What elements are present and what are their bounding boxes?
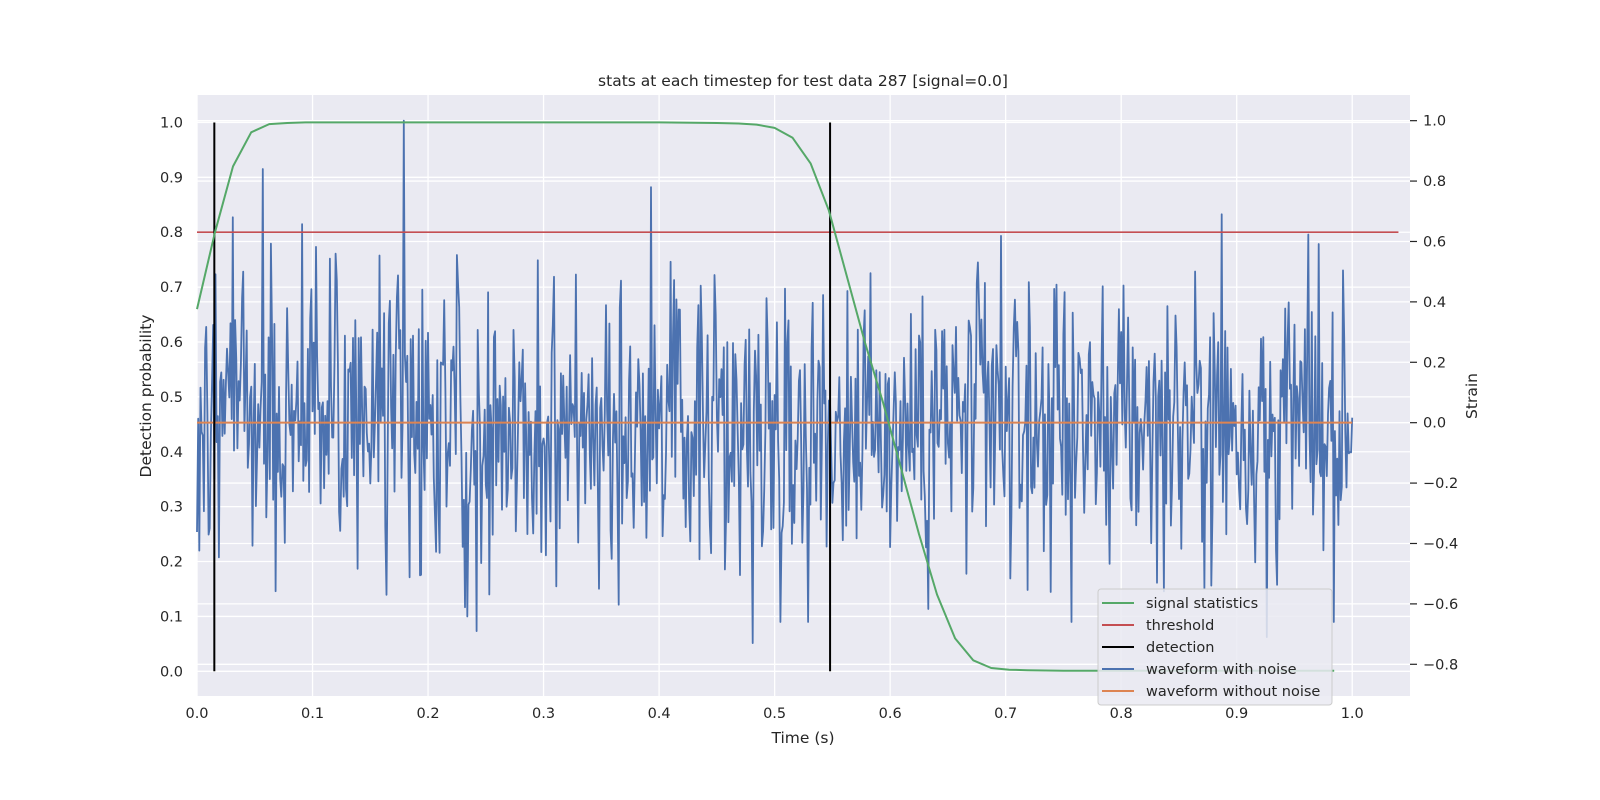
right-y-tick-label: 0.6 [1423, 234, 1446, 250]
right-y-tick-label: −0.4 [1423, 536, 1458, 552]
left-y-tick-label: 0.9 [160, 170, 183, 186]
right-y-axis-label: Strain [1463, 373, 1481, 419]
x-tick-label: 0.6 [879, 706, 902, 722]
right-y-tick-label: 0.4 [1423, 295, 1446, 311]
right-y-tick-label: −0.6 [1423, 597, 1458, 613]
left-y-tick-label: 0.8 [160, 225, 183, 241]
legend-label-detection: detection [1146, 640, 1214, 656]
x-tick-label: 0.4 [648, 706, 671, 722]
chart-title: stats at each timestep for test data 287… [598, 72, 1008, 90]
waveform-with-noise-line [196, 119, 1354, 644]
series [196, 119, 1399, 672]
right-y-tick-label: 1.0 [1423, 114, 1446, 130]
legend: signal statistics threshold detection wa… [1097, 588, 1333, 706]
left-y-axis: 0.0 0.1 0.2 0.3 0.4 0.5 0.6 0.7 0.8 0.9 1.0 [160, 115, 183, 680]
legend-label-waveform-with-noise: waveform with noise [1146, 662, 1297, 678]
right-y-tick-label: 0.2 [1423, 355, 1446, 371]
left-y-tick-label: 1.0 [160, 115, 183, 131]
left-y-tick-label: 0.5 [160, 390, 183, 406]
x-tick-label: 1.0 [1341, 706, 1364, 722]
left-y-tick-label: 0.2 [160, 555, 183, 571]
legend-label-waveform-without-noise: waveform without noise [1146, 684, 1320, 700]
x-tick-label: 0.5 [763, 706, 786, 722]
right-y-axis: −0.8 −0.6 −0.4 −0.2 0.0 0.2 0.4 0.6 0.8 1.0 [1410, 114, 1458, 673]
left-y-tick-label: 0.7 [160, 280, 183, 296]
right-y-tick-label: −0.2 [1423, 476, 1458, 492]
left-y-tick-label: 0.1 [160, 609, 183, 625]
right-y-tick-label: 0.0 [1423, 416, 1446, 432]
legend-label-threshold: threshold [1146, 618, 1214, 634]
legend-label-signal-statistics: signal statistics [1146, 596, 1258, 612]
right-y-tick-label: 0.8 [1423, 174, 1446, 190]
signal-statistics-line [196, 121, 1335, 672]
left-y-tick-label: 0.4 [160, 445, 183, 461]
x-tick-label: 0.1 [301, 706, 324, 722]
right-y-tick-label: −0.8 [1423, 657, 1458, 673]
x-tick-label: 0.2 [417, 706, 440, 722]
left-y-tick-label: 0.0 [160, 664, 183, 680]
left-y-axis-label: Detection probability [137, 315, 155, 478]
x-tick-label: 0.3 [532, 706, 555, 722]
x-axis: 0.0 0.1 0.2 0.3 0.4 0.5 0.6 0.7 0.8 0.9 1.0 [185, 706, 1363, 722]
x-axis-label: Time (s) [770, 729, 834, 747]
x-tick-label: 0.0 [185, 706, 208, 722]
x-tick-label: 0.8 [1110, 706, 1133, 722]
x-tick-label: 0.9 [1225, 706, 1248, 722]
left-y-tick-label: 0.3 [160, 500, 183, 516]
legend-frame [1097, 588, 1333, 706]
left-y-tick-label: 0.6 [160, 335, 183, 351]
x-tick-label: 0.7 [994, 706, 1017, 722]
